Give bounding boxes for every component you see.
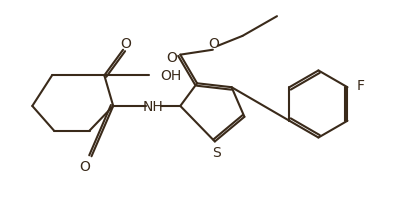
Text: O: O bbox=[121, 37, 131, 50]
Text: OH: OH bbox=[160, 69, 182, 83]
Text: O: O bbox=[166, 50, 177, 64]
Text: NH: NH bbox=[142, 99, 163, 113]
Text: S: S bbox=[213, 146, 221, 160]
Text: O: O bbox=[79, 159, 90, 173]
Text: F: F bbox=[356, 79, 364, 93]
Text: O: O bbox=[208, 37, 219, 50]
